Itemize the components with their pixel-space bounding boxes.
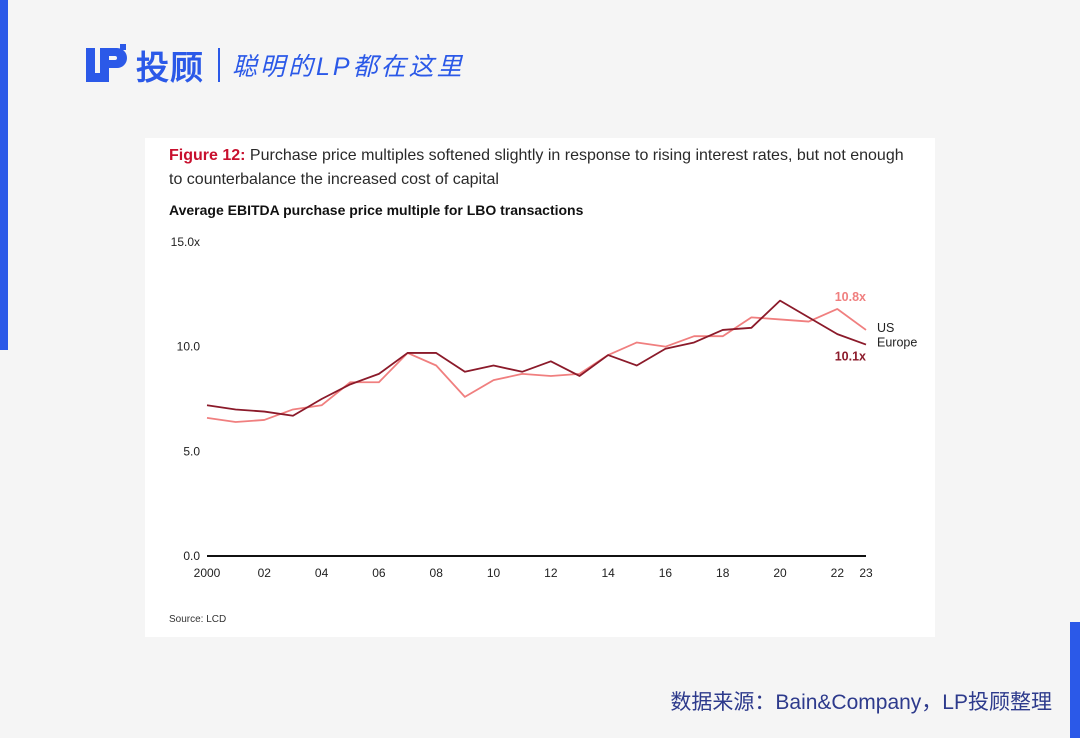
x-tick-label: 12: [544, 566, 558, 580]
left-accent-bar: [0, 0, 8, 350]
brand-name: 投顾: [136, 49, 204, 86]
x-tick-label: 08: [430, 566, 444, 580]
legend-label-europe: Europe: [877, 336, 917, 350]
source-note: Source: LCD: [169, 614, 227, 625]
footer-source: 数据来源：Bain&Company，LP投顾整理: [670, 691, 1052, 714]
figure-caption-text: Purchase price multiples softened slight…: [169, 147, 904, 188]
series-line-europe: [206, 299, 867, 417]
x-tick-label: 02: [258, 566, 272, 580]
x-tick-label: 16: [659, 566, 673, 580]
x-tick-label: 23: [859, 566, 873, 580]
figure-label: Figure 12:: [169, 147, 246, 164]
x-tick-label: 14: [601, 566, 615, 580]
chart-card: Figure 12: Purchase price multiples soft…: [145, 138, 935, 637]
x-tick-label: 10: [487, 566, 501, 580]
header-separator: [218, 48, 220, 82]
y-tick-label: 10.0: [177, 340, 201, 354]
right-accent-bar: [1070, 622, 1080, 738]
x-tick-label: 06: [372, 566, 386, 580]
lp-logo-icon: [86, 44, 127, 82]
y-tick-label: 15.0x: [171, 235, 200, 249]
y-tick-label: 0.0: [183, 549, 200, 563]
legend-label-us: US: [877, 321, 894, 335]
x-tick-label: 04: [315, 566, 329, 580]
x-tick-label: 2000: [194, 566, 221, 580]
end-value-label-europe: 10.1x: [835, 350, 866, 364]
x-tick-label: 22: [831, 566, 845, 580]
chart-title: Average EBITDA purchase price multiple f…: [169, 202, 584, 218]
header: 投顾 聪明的LP都在这里: [84, 40, 465, 90]
series-line-us: [206, 308, 867, 423]
x-tick-label: 18: [716, 566, 730, 580]
figure-caption: Figure 12: Purchase price multiples soft…: [169, 144, 909, 192]
y-tick-label: 5.0: [183, 444, 200, 458]
end-value-label-us: 10.8x: [835, 290, 866, 304]
x-tick-label: 20: [773, 566, 787, 580]
slogan: 聪明的LP都在这里: [232, 53, 465, 81]
line-chart: 0.0 5.0 10.0 15.0x 2000 02 04 06 08 10 12 14 16 18 20 2…: [171, 235, 918, 580]
